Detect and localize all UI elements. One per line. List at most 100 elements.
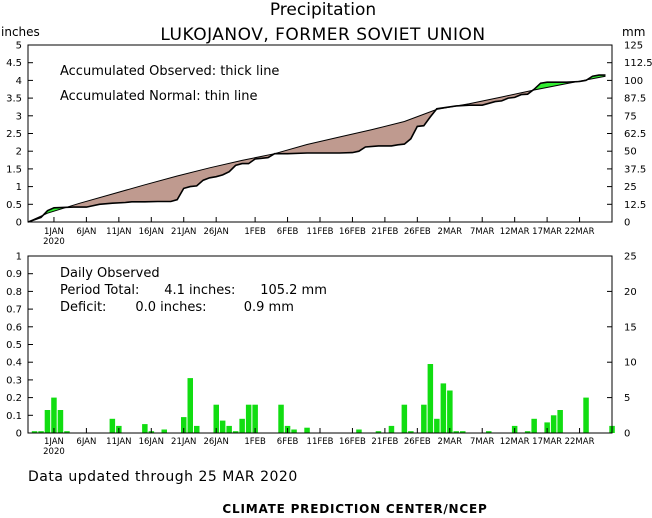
daily-title: Daily Observed <box>60 266 160 281</box>
bottom-x-tick-label: 7MAR <box>470 437 495 447</box>
surplus-area <box>534 81 578 90</box>
daily-bar <box>245 404 252 433</box>
daily-bar <box>531 418 537 433</box>
bottom-left-tick-label: 0.2 <box>6 393 22 404</box>
bottom-left-tick-label: 0.1 <box>6 411 22 422</box>
daily-bar <box>550 415 557 433</box>
daily-bar <box>226 425 232 433</box>
chart-subtitle: LUKOJANOV, FORMER SOVIET UNION <box>160 25 485 45</box>
bottom-x-tick-label: 17MAR <box>532 437 562 447</box>
daily-bar <box>434 418 440 433</box>
top-x-tick-label: 12MAR <box>500 227 530 237</box>
bottom-right-tick-label: 25 <box>624 252 637 263</box>
daily-bars <box>31 364 615 433</box>
top-right-tick-label: 100 <box>624 76 643 87</box>
chart-title: Precipitation <box>270 0 376 20</box>
bottom-right-tick-label: 15 <box>624 322 637 333</box>
top-right-tick-label: 50 <box>624 147 637 158</box>
top-x-tick-label: 1JAN <box>44 227 64 237</box>
top-x-tick-label: 22MAR <box>565 227 595 237</box>
daily-bar <box>401 404 408 433</box>
top-x-tick-label: 17MAR <box>532 227 562 237</box>
bottom-right-tick-label: 5 <box>624 393 630 404</box>
data-updated-text: Data updated through 25 MAR 2020 <box>28 469 298 485</box>
bottom-x-tick-label: 1JAN <box>44 437 64 447</box>
daily-bar <box>427 364 434 433</box>
daily-bar <box>31 431 38 433</box>
credit-text: CLIMATE PREDICTION CENTER/NCEP <box>222 502 487 516</box>
bottom-left-tick-label: 0.4 <box>6 358 22 369</box>
top-right-tick-label: 62.5 <box>624 129 646 140</box>
top-x-tick-label: 7MAR <box>470 227 495 237</box>
top-right-tick-label: 0 <box>624 218 630 229</box>
top-x-tick-label: 21JAN <box>171 227 196 237</box>
bottom-left-tick-label: 0.9 <box>6 269 22 280</box>
daily-bar <box>447 390 453 433</box>
top-x-tick-label: 26FEB <box>404 227 431 237</box>
top-left-tick-label: 4.5 <box>6 58 22 69</box>
daily-bar <box>57 410 64 433</box>
accumulated-normal-line <box>27 75 606 223</box>
daily-bar <box>187 378 193 433</box>
bottom-x-tick-label: 16FEB <box>339 437 366 447</box>
bottom-x-tick-label: 26JAN <box>203 437 228 447</box>
daily-bar <box>213 404 219 433</box>
top-x-tick-label: 6JAN <box>76 227 96 237</box>
left-unit-label: inches <box>1 25 40 39</box>
bottom-x-tick-label: 1FEB <box>244 437 266 447</box>
right-unit-label: mm <box>622 25 645 39</box>
bottom-x-tick-label: 6FEB <box>277 437 299 447</box>
top-right-tick-label: 87.5 <box>624 94 646 105</box>
bottom-right-tick-label: 0 <box>624 429 630 440</box>
top-x-tick-label: 11FEB <box>307 227 334 237</box>
daily-bar <box>583 397 589 433</box>
bottom-year-label: 2020 <box>43 447 65 457</box>
daily-bar <box>453 431 459 433</box>
daily-axes: 00.10.20.30.40.50.60.70.80.9105101520251… <box>6 252 637 458</box>
daily-bar <box>291 429 297 433</box>
top-left-tick-label: 5 <box>16 41 22 52</box>
daily-bar <box>278 404 284 433</box>
daily-bar <box>219 420 226 433</box>
accumulated-observed-line <box>27 74 606 223</box>
top-x-tick-label: 26JAN <box>203 227 228 237</box>
bottom-left-tick-label: 0.8 <box>6 287 22 298</box>
daily-bar <box>161 429 167 433</box>
daily-bar <box>375 431 382 433</box>
bottom-x-tick-label: 2MAR <box>438 437 463 447</box>
bottom-x-tick-label: 11FEB <box>307 437 334 447</box>
daily-bar <box>356 429 362 433</box>
top-right-tick-label: 12.5 <box>624 200 646 211</box>
top-year-label: 2020 <box>43 237 65 247</box>
period-total-text: Period Total: 4.1 inches: 105.2 mm <box>60 283 327 298</box>
deficit-text: Deficit: 0.0 inches: 0.9 mm <box>60 300 294 315</box>
daily-bar <box>486 431 492 433</box>
top-x-tick-label: 21FEB <box>371 227 398 237</box>
top-x-tick-label: 16JAN <box>139 227 164 237</box>
daily-bar <box>181 417 187 433</box>
top-left-tick-label: 3 <box>16 111 22 122</box>
daily-bar <box>252 404 258 433</box>
bottom-x-tick-label: 21JAN <box>171 437 196 447</box>
bottom-x-tick-label: 21FEB <box>371 437 398 447</box>
daily-bar <box>64 431 70 433</box>
top-left-tick-label: 0 <box>16 218 22 229</box>
top-right-tick-label: 37.5 <box>624 164 646 175</box>
bottom-right-tick-label: 10 <box>624 358 637 369</box>
bottom-x-tick-label: 12MAR <box>500 437 530 447</box>
daily-bar <box>304 427 310 433</box>
top-right-tick-label: 112.5 <box>624 58 652 69</box>
bottom-x-tick-label: 16JAN <box>139 437 164 447</box>
daily-bar <box>109 418 116 433</box>
bottom-left-tick-label: 0.7 <box>6 305 22 316</box>
top-right-tick-label: 125 <box>624 41 643 52</box>
daily-bar <box>408 431 414 433</box>
daily-bar <box>194 425 200 433</box>
daily-bar <box>388 425 395 433</box>
top-left-tick-label: 1 <box>16 182 22 193</box>
daily-bar <box>524 431 531 433</box>
top-right-tick-label: 75 <box>624 111 637 122</box>
bottom-left-tick-label: 0 <box>16 429 22 440</box>
deficit-area <box>276 108 437 154</box>
daily-bar <box>239 418 245 433</box>
